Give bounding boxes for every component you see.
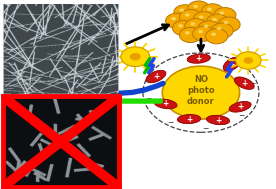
Text: −: − (154, 67, 161, 76)
Circle shape (170, 71, 232, 114)
Circle shape (192, 86, 207, 97)
Circle shape (206, 29, 228, 44)
Circle shape (179, 9, 201, 25)
Circle shape (198, 30, 203, 33)
Circle shape (172, 73, 229, 112)
Circle shape (182, 80, 218, 104)
Circle shape (198, 21, 220, 36)
Circle shape (171, 17, 176, 20)
Circle shape (236, 52, 261, 69)
Circle shape (189, 85, 210, 99)
Text: +: + (186, 115, 192, 124)
Ellipse shape (206, 115, 230, 125)
Circle shape (188, 1, 210, 16)
Ellipse shape (187, 54, 210, 63)
Circle shape (190, 22, 195, 26)
Circle shape (162, 66, 240, 119)
Text: +: + (153, 72, 159, 81)
Circle shape (193, 12, 215, 27)
Circle shape (185, 13, 190, 17)
Text: +: + (163, 99, 169, 108)
Circle shape (224, 21, 229, 24)
Circle shape (174, 5, 196, 20)
Circle shape (165, 68, 237, 117)
Circle shape (201, 4, 224, 19)
Circle shape (174, 74, 226, 110)
Text: −: − (189, 52, 195, 61)
Circle shape (193, 5, 198, 8)
Text: O₂(³Σᴳ⁻): O₂(³Σᴳ⁻) (68, 60, 100, 69)
Circle shape (214, 8, 236, 23)
Circle shape (185, 31, 190, 35)
Ellipse shape (177, 115, 201, 124)
Circle shape (179, 27, 201, 43)
FancyArrowPatch shape (72, 77, 163, 93)
Circle shape (184, 81, 215, 102)
Circle shape (166, 13, 188, 28)
Ellipse shape (154, 99, 177, 109)
Text: +: + (237, 102, 243, 111)
Circle shape (206, 14, 229, 29)
Circle shape (162, 66, 240, 119)
Text: −: − (145, 94, 152, 103)
Circle shape (197, 90, 202, 93)
Circle shape (211, 23, 233, 38)
Text: −: − (249, 79, 255, 88)
Text: O₂(¹Δᴳ): O₂(¹Δᴳ) (68, 72, 96, 81)
Circle shape (187, 83, 213, 101)
Circle shape (177, 76, 223, 108)
Circle shape (193, 26, 215, 41)
Circle shape (130, 53, 141, 60)
Circle shape (244, 57, 253, 64)
Circle shape (179, 78, 221, 106)
Text: NO
photo
donor: NO photo donor (187, 75, 215, 106)
Text: −: − (238, 112, 245, 120)
Circle shape (207, 8, 212, 11)
Circle shape (178, 24, 183, 28)
Circle shape (167, 70, 234, 115)
Circle shape (211, 33, 216, 36)
Circle shape (185, 19, 207, 34)
FancyArrowPatch shape (73, 97, 161, 105)
Circle shape (179, 9, 184, 12)
Circle shape (217, 27, 222, 30)
Text: NO: NO (68, 96, 83, 105)
Circle shape (212, 18, 217, 21)
Circle shape (219, 11, 224, 15)
Circle shape (218, 17, 240, 32)
Text: +: + (215, 115, 221, 125)
Ellipse shape (146, 70, 166, 83)
Circle shape (199, 15, 204, 19)
Text: +: + (196, 54, 202, 63)
Ellipse shape (234, 77, 254, 89)
Text: +: + (229, 60, 235, 69)
Ellipse shape (223, 57, 240, 71)
Circle shape (172, 20, 195, 36)
Text: −: − (167, 118, 174, 127)
Circle shape (204, 25, 209, 28)
Circle shape (121, 47, 150, 67)
Circle shape (194, 88, 205, 95)
Text: −: − (202, 124, 209, 133)
Text: +: + (241, 79, 247, 88)
Ellipse shape (229, 101, 251, 112)
Text: −: − (228, 58, 235, 67)
